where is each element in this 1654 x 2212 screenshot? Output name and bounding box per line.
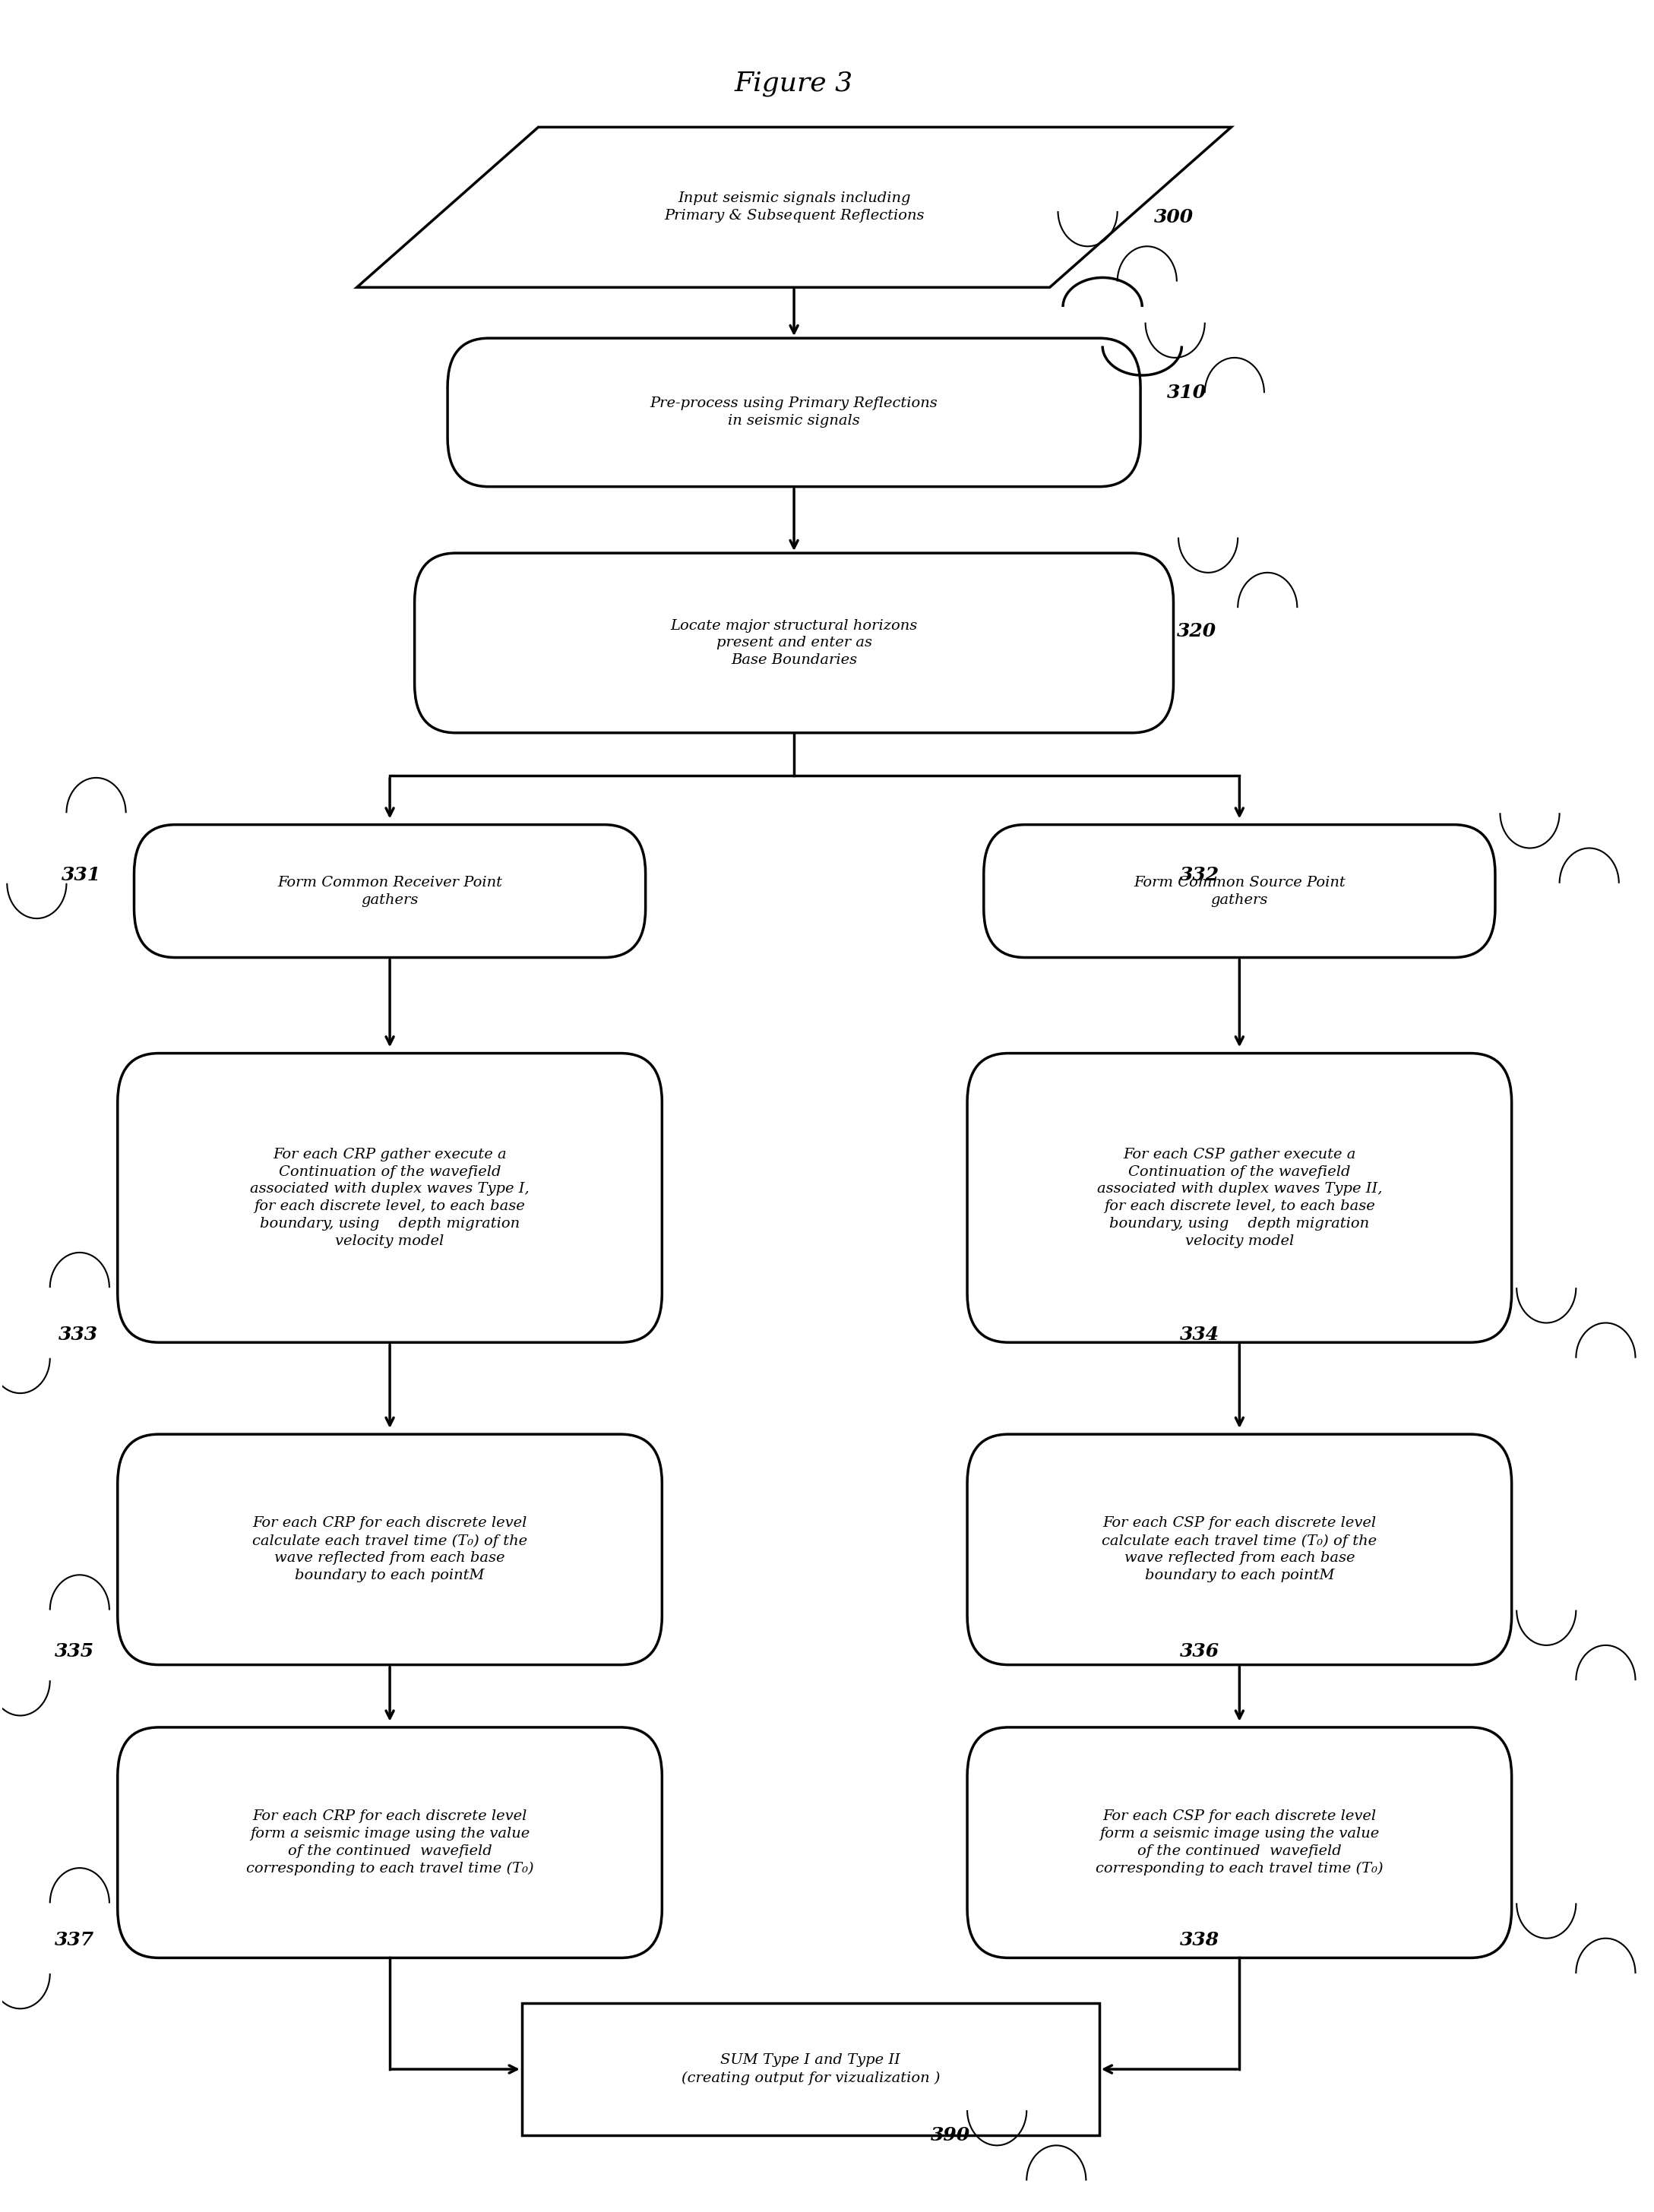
Polygon shape — [357, 126, 1231, 288]
Text: 332: 332 — [1179, 867, 1219, 885]
Text: Form Common Receiver Point
gathers: Form Common Receiver Point gathers — [278, 876, 503, 907]
FancyBboxPatch shape — [968, 1433, 1512, 1666]
Text: For each CRP for each discrete level
calculate each travel time (T₀) of the
wave: For each CRP for each discrete level cal… — [253, 1517, 528, 1582]
Text: For each CRP gather execute a
Continuation of the wavefield
associated with dupl: For each CRP gather execute a Continuati… — [250, 1148, 529, 1248]
Text: 334: 334 — [1179, 1325, 1219, 1343]
FancyBboxPatch shape — [117, 1053, 662, 1343]
FancyBboxPatch shape — [968, 1053, 1512, 1343]
Text: 300: 300 — [1153, 208, 1193, 226]
Text: Form Common Source Point
gathers: Form Common Source Point gathers — [1133, 876, 1345, 907]
Text: 331: 331 — [61, 867, 101, 885]
Text: 335: 335 — [55, 1641, 94, 1661]
Text: For each CSP for each discrete level
calculate each travel time (T₀) of the
wave: For each CSP for each discrete level cal… — [1102, 1517, 1378, 1582]
Text: 337: 337 — [55, 1931, 94, 1949]
Bar — [521, 2002, 1100, 2135]
Text: Locate major structural horizons
present and enter as
Base Boundaries: Locate major structural horizons present… — [670, 619, 918, 668]
Text: For each CSP for each discrete level
form a seismic image using the value
of the: For each CSP for each discrete level for… — [1095, 1809, 1383, 1876]
FancyBboxPatch shape — [415, 553, 1173, 732]
Text: SUM Type I and Type II
(creating output for vizualization ): SUM Type I and Type II (creating output … — [681, 2053, 939, 2086]
FancyBboxPatch shape — [117, 1728, 662, 1958]
Text: Input seismic signals including
Primary & Subsequent Reflections: Input seismic signals including Primary … — [663, 192, 925, 223]
Text: 320: 320 — [1176, 622, 1216, 639]
Text: Figure 3: Figure 3 — [734, 71, 853, 97]
Text: For each CRP for each discrete level
form a seismic image using the value
of the: For each CRP for each discrete level for… — [246, 1809, 534, 1876]
FancyBboxPatch shape — [134, 825, 645, 958]
Text: For each CSP gather execute a
Continuation of the wavefield
associated with dupl: For each CSP gather execute a Continuati… — [1097, 1148, 1383, 1248]
FancyBboxPatch shape — [984, 825, 1495, 958]
Text: Pre-process using Primary Reflections
in seismic signals: Pre-process using Primary Reflections in… — [650, 396, 938, 427]
FancyBboxPatch shape — [448, 338, 1141, 487]
Text: 390: 390 — [931, 2126, 971, 2146]
FancyBboxPatch shape — [117, 1433, 662, 1666]
Text: 310: 310 — [1166, 383, 1206, 403]
Text: 333: 333 — [58, 1325, 98, 1343]
Text: 338: 338 — [1179, 1931, 1219, 1949]
Text: 336: 336 — [1179, 1641, 1219, 1661]
FancyBboxPatch shape — [968, 1728, 1512, 1958]
